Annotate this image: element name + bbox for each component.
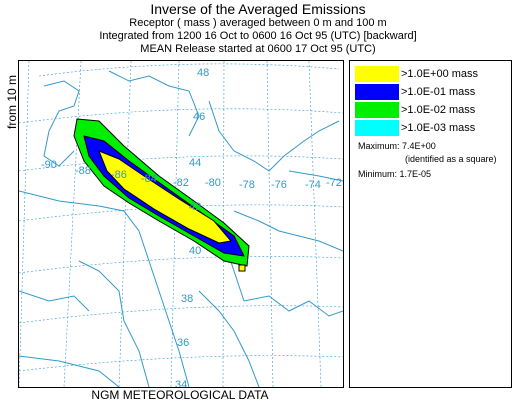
grid-label: -84 (141, 173, 157, 185)
minimum-value: Minimum: 1.7E-05 (358, 169, 432, 179)
height-label: from 10 m (5, 75, 19, 130)
map-title: Inverse of the Averaged Emissions (150, 1, 366, 17)
map-canvas (19, 61, 343, 387)
legend-label: >1.0E-01 mass (401, 86, 476, 98)
grid-label: -88 (75, 165, 91, 177)
legend-swatch-blue (355, 84, 399, 100)
max-location-marker (238, 264, 246, 272)
grid-label: 46 (193, 111, 206, 123)
grid-label: -90 (41, 159, 57, 171)
map-panel: 48 46 44 42 40 38 36 34 -90 -88 -86 -84 … (18, 60, 344, 388)
grid-label: -86 (111, 169, 127, 181)
lat-lon-grid (19, 61, 343, 387)
integration-info: Integrated from 1200 16 Oct to 0600 16 O… (99, 30, 417, 42)
grid-label: 36 (177, 337, 190, 349)
grid-label: 40 (189, 245, 202, 257)
maximum-note: (identified as a square) (405, 154, 497, 164)
grid-label: 38 (181, 293, 194, 305)
grid-label: -76 (271, 179, 287, 191)
geographic-boundaries (19, 70, 343, 387)
emission-plume (73, 118, 250, 272)
grid-label: -72 (326, 177, 342, 189)
grid-label: -78 (239, 179, 255, 191)
release-info: MEAN Release started at 0600 17 Oct 95 (… (140, 43, 376, 55)
legend-swatch-green (355, 102, 399, 118)
grid-label: 44 (189, 157, 202, 169)
grid-label: -74 (305, 179, 321, 191)
grid-label: 42 (189, 201, 202, 213)
legend-label: >1.0E+00 mass (401, 68, 479, 80)
legend-label: >1.0E-03 mass (401, 122, 476, 134)
data-source-label: NGM METEOROLOGICAL DATA (91, 388, 269, 402)
grid-label: 48 (197, 67, 210, 79)
grid-label: -82 (173, 177, 189, 189)
grid-label: -80 (205, 177, 221, 189)
maximum-value: Maximum: 7.4E+00 (358, 141, 436, 151)
receptor-info: Receptor ( mass ) averaged between 0 m a… (129, 17, 387, 29)
legend-label: >1.0E-02 mass (401, 104, 476, 116)
legend-swatch-yellow (355, 66, 399, 82)
legend-swatch-cyan (355, 120, 399, 136)
grid-label: 34 (175, 379, 188, 388)
legend-panel: >1.0E+00 mass >1.0E-01 mass >1.0E-02 mas… (349, 60, 512, 388)
